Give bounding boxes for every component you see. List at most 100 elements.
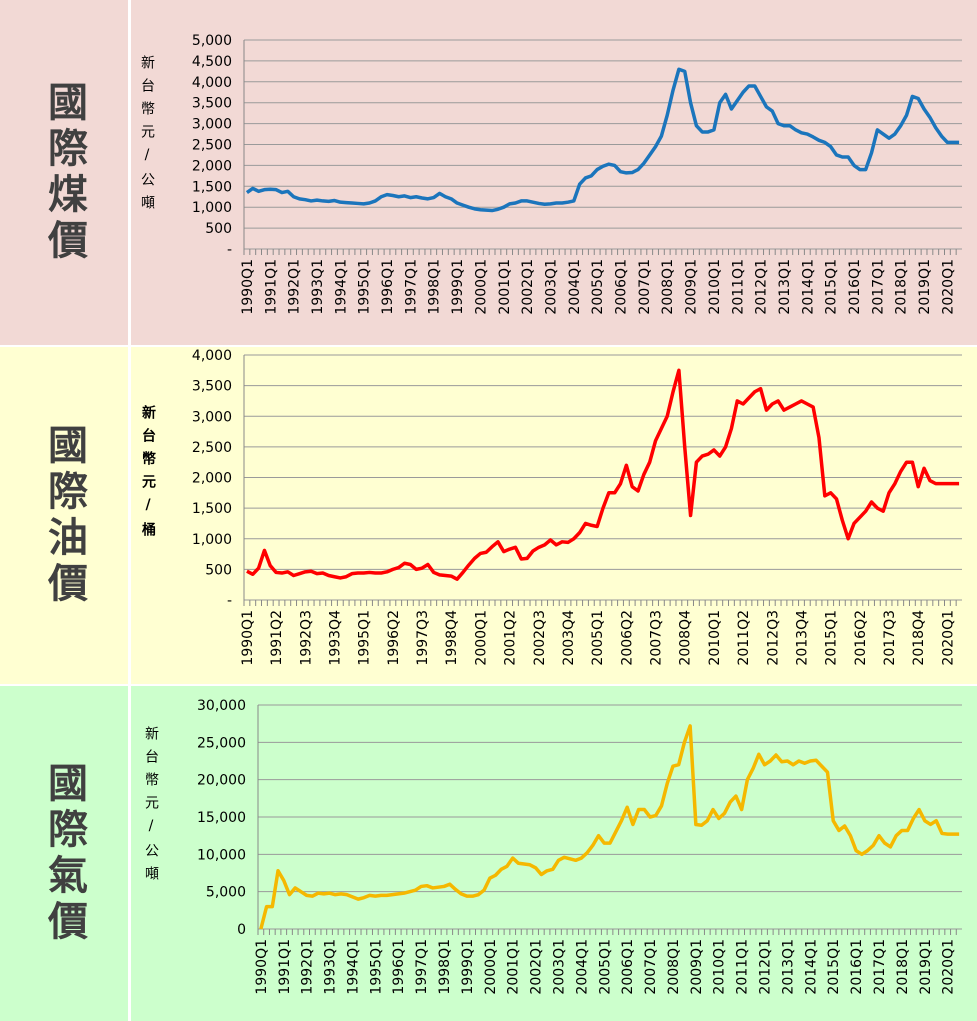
data-line <box>246 368 960 581</box>
x-tick-label: 2018Q4 <box>911 610 927 666</box>
x-tick-label: 2007Q3 <box>649 610 665 666</box>
x-tick-label: 2013Q1 <box>780 939 796 995</box>
y-tick-label: 5,000 <box>192 33 232 49</box>
y-tick-label: - <box>227 242 232 258</box>
x-tick-label: 1999Q1 <box>460 939 476 995</box>
x-tick-label: 2002Q1 <box>520 259 536 315</box>
y-tick-label: 3,500 <box>192 96 232 112</box>
x-tick-label: 1995Q1 <box>357 610 373 666</box>
x-tick-label: 2000Q1 <box>473 259 489 315</box>
y-tick-label: 5,000 <box>206 885 246 901</box>
x-tick-label: 2004Q1 <box>567 259 583 315</box>
x-tick-label: 1992Q1 <box>300 939 316 995</box>
x-tick-label: 1997Q1 <box>414 939 430 995</box>
x-tick-label: 2003Q1 <box>543 259 559 315</box>
x-tick-label: 1994Q1 <box>345 939 361 995</box>
x-tick-label: 1998Q1 <box>437 939 453 995</box>
data-line <box>259 724 960 930</box>
y-tick-label: 4,000 <box>192 348 232 364</box>
x-tick-label: 2000Q1 <box>473 610 489 666</box>
x-tick-label: 2005Q1 <box>597 939 613 995</box>
x-tick-label: 1993Q1 <box>310 259 326 315</box>
x-tick-label: 1993Q1 <box>323 939 339 995</box>
x-tick-label: 2006Q1 <box>620 939 636 995</box>
x-tick-label: 1990Q1 <box>254 939 270 995</box>
x-tick-label: 2020Q1 <box>940 610 956 666</box>
x-tick-label: 1998Q1 <box>427 259 443 315</box>
x-tick-label: 1996Q1 <box>380 259 396 315</box>
side-label: 國際氣價 <box>41 761 87 946</box>
x-tick-label: 1997Q1 <box>403 259 419 315</box>
y-tick-label: - <box>227 593 232 609</box>
y-tick-label: 4,500 <box>192 54 232 70</box>
x-tick-label: 1996Q1 <box>391 939 407 995</box>
x-tick-label: 2012Q1 <box>754 259 770 315</box>
x-tick-label: 2018Q1 <box>894 259 910 315</box>
x-tick-label: 1991Q1 <box>263 259 279 315</box>
x-tick-label: 2001Q1 <box>506 939 522 995</box>
y-tick-label: 1,500 <box>192 501 232 517</box>
x-tick-label: 2014Q1 <box>803 939 819 995</box>
y-tick-label: 2,000 <box>192 471 232 487</box>
side-label: 國際煤價 <box>41 80 87 265</box>
x-tick-label: 2016Q2 <box>853 610 869 666</box>
x-tick-label: 2018Q1 <box>895 939 911 995</box>
x-tick-label: 2006Q2 <box>619 610 635 666</box>
x-tick-label: 2012Q1 <box>758 939 774 995</box>
y-axis-label: 新台幣元/公噸 <box>139 55 155 218</box>
x-tick-label: 2010Q1 <box>707 610 723 666</box>
coal-panel: 國際煤價 新台幣元/公噸 <box>0 0 977 345</box>
y-tick-label: 2,500 <box>192 138 232 154</box>
x-tick-label: 1997Q3 <box>415 610 431 666</box>
x-tick-label: 2006Q1 <box>614 259 630 315</box>
y-tick-label: 1,000 <box>192 200 232 216</box>
x-tick-label: 2003Q1 <box>551 939 567 995</box>
side-label: 國際油價 <box>41 423 87 608</box>
y-tick-label: 500 <box>205 221 232 237</box>
x-tick-label: 1990Q1 <box>240 259 256 315</box>
y-tick-label: 20,000 <box>197 773 246 789</box>
x-tick-label: 2013Q1 <box>777 259 793 315</box>
oil-panel: 國際油價 新台幣元/桶 <box>0 347 977 684</box>
x-tick-label: 2010Q1 <box>707 259 723 315</box>
x-tick-label: 2016Q1 <box>847 259 863 315</box>
y-tick-label: 3,000 <box>192 409 232 425</box>
x-tick-label: 2009Q1 <box>684 259 700 315</box>
x-tick-label: 1998Q4 <box>444 610 460 666</box>
x-tick-label: 2019Q1 <box>917 259 933 315</box>
x-tick-label: 2000Q1 <box>483 939 499 995</box>
x-tick-label: 2013Q4 <box>794 610 810 666</box>
x-tick-label: 2017Q3 <box>882 610 898 666</box>
x-tick-label: 1994Q1 <box>333 259 349 315</box>
x-tick-label: 1993Q4 <box>327 610 343 666</box>
x-tick-label: 2012Q3 <box>765 610 781 666</box>
x-tick-label: 2011Q1 <box>730 259 746 315</box>
y-tick-label: 4,000 <box>192 75 232 91</box>
x-tick-label: 1995Q1 <box>357 259 373 315</box>
x-tick-label: 2002Q1 <box>529 939 545 995</box>
data-line <box>245 67 960 213</box>
x-tick-label: 1999Q1 <box>450 259 466 315</box>
x-tick-label: 1992Q3 <box>298 610 314 666</box>
x-tick-label: 2008Q1 <box>666 939 682 995</box>
x-tick-label: 2011Q2 <box>736 610 752 666</box>
y-tick-label: 500 <box>205 562 232 578</box>
x-tick-label: 2008Q4 <box>678 610 694 666</box>
x-tick-label: 2002Q3 <box>532 610 548 666</box>
x-tick-label: 2005Q1 <box>590 259 606 315</box>
y-tick-label: 1,000 <box>192 532 232 548</box>
x-tick-label: 1995Q1 <box>368 939 384 995</box>
x-tick-label: 2003Q4 <box>561 610 577 666</box>
y-tick-label: 25,000 <box>197 735 246 751</box>
x-tick-label: 2004Q1 <box>574 939 590 995</box>
x-tick-label: 2019Q1 <box>918 939 934 995</box>
x-tick-label: 2008Q1 <box>660 259 676 315</box>
y-tick-label: 1,500 <box>192 179 232 195</box>
x-tick-label: 2015Q1 <box>824 610 840 666</box>
x-tick-label: 2015Q1 <box>824 259 840 315</box>
x-tick-label: 2011Q1 <box>735 939 751 995</box>
x-tick-label: 2016Q1 <box>849 939 865 995</box>
x-tick-label: 1996Q2 <box>386 610 402 666</box>
x-tick-label: 1990Q1 <box>240 610 256 666</box>
